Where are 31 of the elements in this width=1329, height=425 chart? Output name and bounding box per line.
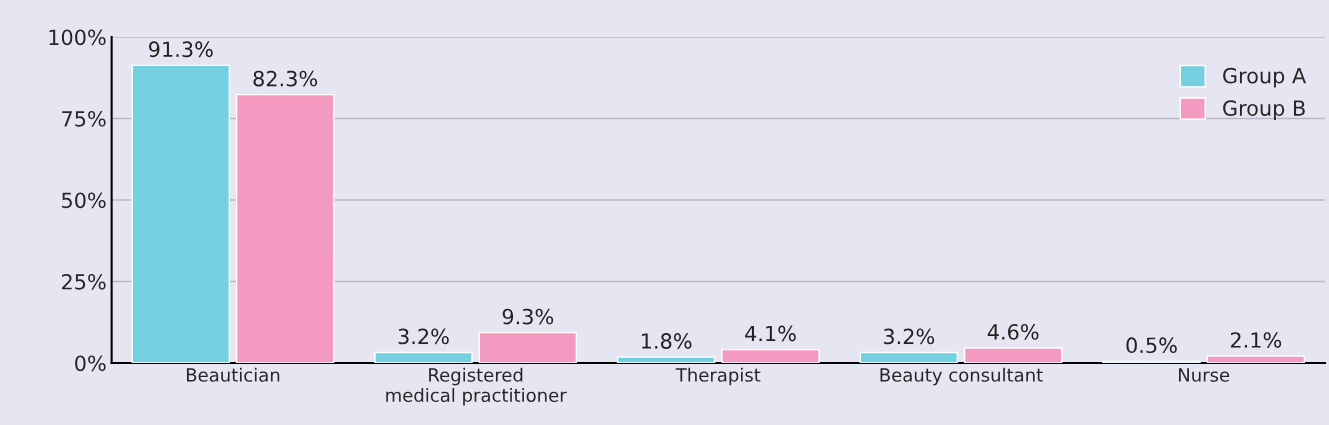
bar — [478, 331, 578, 363]
bar — [131, 64, 231, 363]
bar — [1206, 355, 1306, 363]
y-tick-label: 25% — [62, 273, 106, 290]
x-tick-label: Beautician — [186, 367, 280, 382]
data-label: 4.6% — [987, 323, 1039, 340]
data-label: 0.5% — [1126, 337, 1177, 354]
bar — [721, 348, 820, 363]
y-tick-label: 50% — [62, 192, 106, 209]
bar — [616, 356, 716, 363]
data-label: 1.8% — [641, 333, 692, 349]
x-tick-label: Beauty consultant — [880, 367, 1043, 386]
bar — [859, 351, 959, 363]
data-label: 82.3% — [253, 70, 318, 87]
x-tick-label: Therapist — [675, 367, 761, 386]
y-tick-label: 100% — [49, 29, 106, 46]
data-label: 91.3% — [149, 41, 213, 58]
data-label: 9.3% — [502, 308, 554, 325]
data-label: 2.1% — [1230, 332, 1282, 348]
x-tick-label: Nurse — [1179, 368, 1230, 382]
data-label: 3.2% — [883, 328, 935, 345]
bar — [235, 93, 335, 363]
data-label: 4.1% — [745, 325, 796, 342]
y-tick-label: 75% — [62, 110, 106, 127]
bar — [374, 351, 473, 363]
legend-label: Group A — [1223, 67, 1307, 88]
bar — [963, 347, 1063, 363]
data-label: 3.2% — [398, 328, 449, 345]
legend-label: Group B — [1223, 100, 1305, 120]
x-tick-label: Registered medical practitioner — [386, 367, 567, 406]
y-tick-label: 0% — [75, 355, 106, 372]
